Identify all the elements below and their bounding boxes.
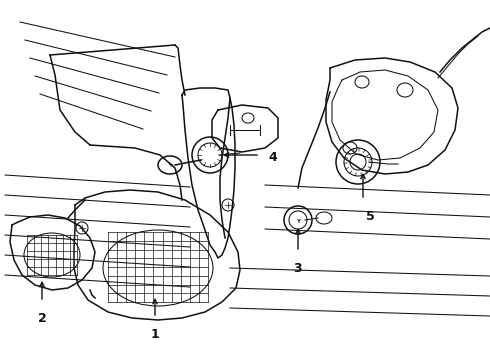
Text: 4: 4 [268, 150, 277, 163]
Text: +: + [167, 162, 173, 168]
Text: 2: 2 [38, 312, 47, 325]
Text: 1: 1 [150, 328, 159, 341]
Text: 3: 3 [294, 262, 302, 275]
Text: 5: 5 [366, 210, 375, 223]
Text: Y: Y [296, 219, 300, 224]
